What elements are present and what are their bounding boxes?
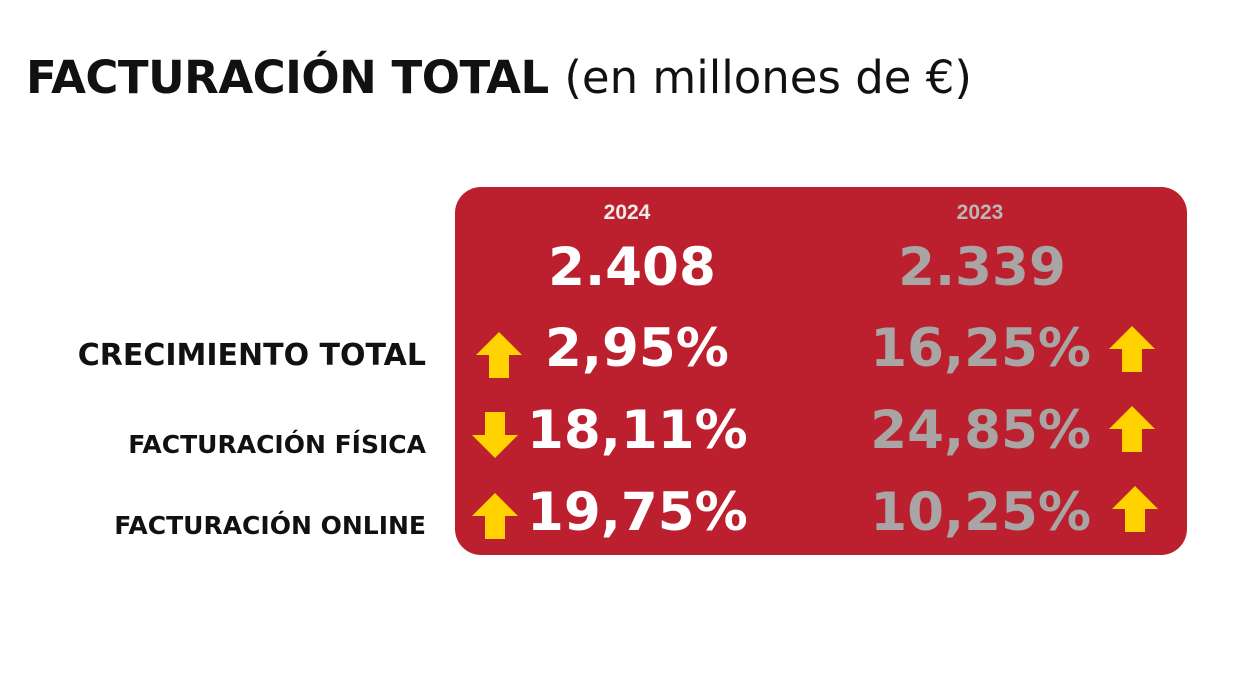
year-2023-header: 2023 [956,201,1004,224]
total-2024-value: 2.408 [548,237,716,298]
year-2024-header: 2024 [603,201,651,224]
revenue-panel: 2024 2023 2.408 2.339 2,95% 18,11% 19,75… [455,187,1187,555]
total-2023-value: 2.339 [898,237,1066,298]
growth-online-2024: 19,75% [527,482,748,543]
growth-online-2023: 10,25% [870,482,1091,543]
growth-fisica-2024: 18,11% [527,400,748,461]
growth-total-2024: 2,95% [545,318,729,379]
arrow-down-icon [472,412,518,458]
page-title: FACTURACIÓN TOTAL (en millones de €) [26,46,972,110]
title-unit: (en millones de €) [564,51,972,104]
label-facturacion-fisica: FACTURACIÓN FÍSICA [128,430,426,459]
arrow-up-icon [472,493,518,539]
label-crecimiento-total: CRECIMIENTO TOTAL [77,338,426,373]
growth-total-2023: 16,25% [870,318,1091,379]
title-main: FACTURACIÓN TOTAL [26,51,549,104]
arrow-up-icon [1109,326,1155,372]
arrow-up-icon [1109,406,1155,452]
arrow-up-icon [476,332,522,378]
label-facturacion-online: FACTURACIÓN ONLINE [114,511,426,540]
arrow-up-icon [1112,486,1158,532]
growth-fisica-2023: 24,85% [870,400,1091,461]
